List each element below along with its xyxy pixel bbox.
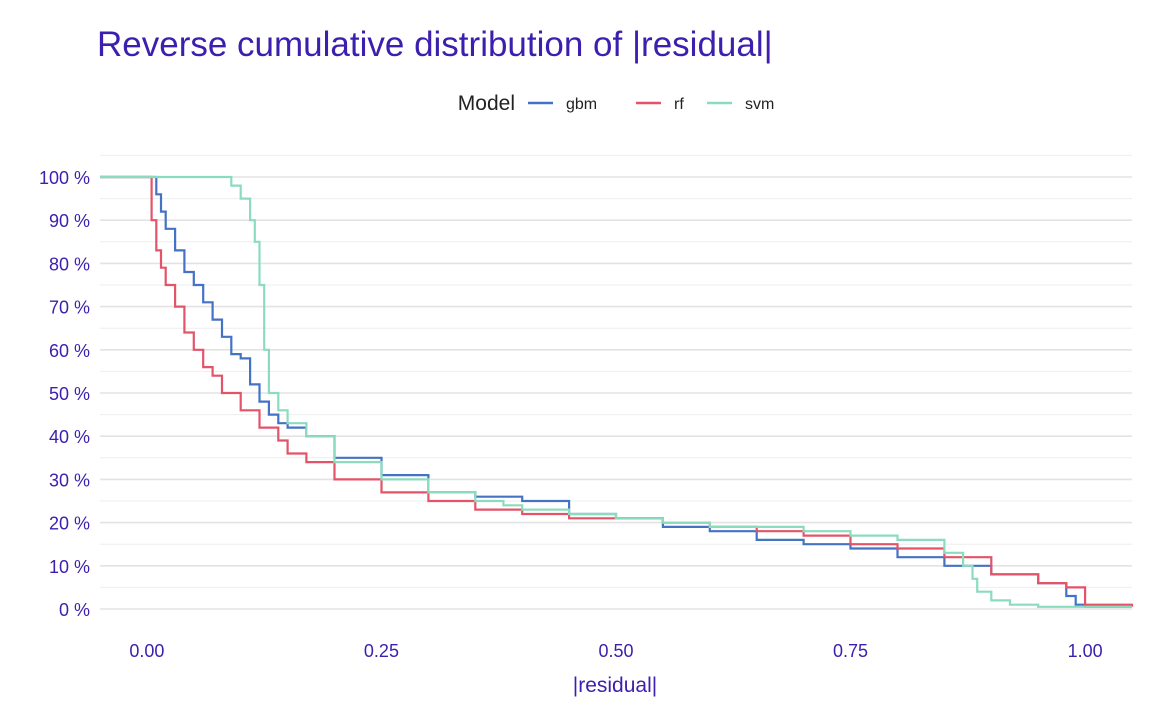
y-tick-label: 100 % bbox=[39, 168, 90, 188]
series-line-svm bbox=[100, 175, 1132, 608]
legend: Model gbm rf svm bbox=[458, 92, 775, 115]
y-axis: 0 % 10 % 20 % 30 % 40 % 50 % 60 % 70 % 80 % 90 % 1… bbox=[39, 168, 90, 620]
y-tick-label: 90 % bbox=[49, 211, 90, 231]
y-tick-label: 0 % bbox=[59, 600, 90, 620]
x-tick-label: 0.50 bbox=[598, 641, 633, 661]
legend-label-svm: svm bbox=[745, 96, 774, 113]
x-tick-label: 0.25 bbox=[364, 641, 399, 661]
legend-label-gbm: gbm bbox=[566, 96, 597, 113]
x-tick-label: 1.00 bbox=[1068, 641, 1103, 661]
y-tick-label: 20 % bbox=[49, 514, 90, 534]
y-tick-label: 40 % bbox=[49, 427, 90, 447]
legend-title: Model bbox=[458, 92, 515, 115]
y-tick-label: 50 % bbox=[49, 384, 90, 404]
x-axis: 0.00 0.25 0.50 0.75 1.00 bbox=[129, 641, 1102, 661]
grid bbox=[100, 154, 1132, 610]
y-tick-label: 30 % bbox=[49, 470, 90, 490]
x-tick-label: 0.75 bbox=[833, 641, 868, 661]
series-group bbox=[100, 175, 1134, 608]
x-tick-label: 0.00 bbox=[129, 641, 164, 661]
y-tick-label: 10 % bbox=[49, 557, 90, 577]
y-tick-label: 70 % bbox=[49, 298, 90, 318]
chart-title: Reverse cumulative distribution of |resi… bbox=[97, 25, 773, 64]
x-axis-label: |residual| bbox=[573, 674, 657, 697]
y-tick-label: 80 % bbox=[49, 254, 90, 274]
y-tick-label: 60 % bbox=[49, 341, 90, 361]
legend-label-rf: rf bbox=[674, 96, 684, 113]
